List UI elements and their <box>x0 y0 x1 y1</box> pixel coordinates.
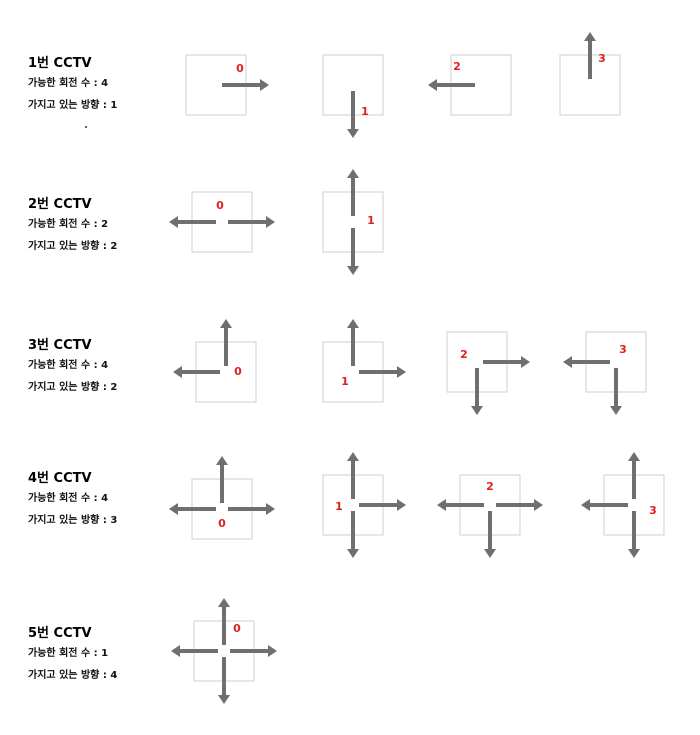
direction-value: 1 <box>110 100 118 111</box>
arrow-up-head <box>347 169 359 178</box>
cctv-2-variant-1: 1 <box>322 169 384 275</box>
cctv-1-direction-count: 가지고 있는 방향 : 1 <box>28 96 117 111</box>
arrow-down-head <box>347 266 359 275</box>
direction-value: 2 <box>110 241 118 252</box>
arrow-down-head <box>218 695 230 704</box>
rotation-index-label: 0 <box>216 199 224 212</box>
cctv-1-variant-3: 3 <box>559 32 621 116</box>
direction-label: 가지고 있는 방향 : <box>28 670 111 681</box>
arrow-up-head <box>216 456 228 465</box>
arrow-left-head <box>581 499 590 511</box>
cctv-3-rotation-count: 가능한 회전 수 : 4 <box>28 356 108 371</box>
rotation-index-label: 1 <box>335 500 343 513</box>
rotation-index-label: 3 <box>619 343 627 356</box>
rotation-label: 가능한 회전 수 : <box>28 493 102 504</box>
rotation-index-label: 2 <box>460 348 468 361</box>
cctv-3-title: 3번 CCTV <box>28 338 92 353</box>
arrow-down-head <box>628 549 640 558</box>
arrow-right-head <box>397 366 406 378</box>
rotation-index-label: 0 <box>218 517 226 530</box>
arrow-down-head <box>471 406 483 415</box>
cctv-2-direction-count: 가지고 있는 방향 : 2 <box>28 237 117 252</box>
direction-label: 가지고 있는 방향 : <box>28 241 111 252</box>
cctv-1-variant-1: 1 <box>322 54 384 138</box>
rotation-label: 가능한 회전 수 : <box>28 78 102 89</box>
rotation-value: 1 <box>101 648 109 659</box>
arrow-down-head <box>610 406 622 415</box>
cctv-4-direction-count: 가지고 있는 방향 : 3 <box>28 511 117 526</box>
cctv-3-direction-count: 가지고 있는 방향 : 2 <box>28 378 117 393</box>
direction-label: 가지고 있는 방향 : <box>28 515 111 526</box>
arrow-right-head <box>268 645 277 657</box>
arrow-left-head <box>563 356 572 368</box>
rotation-label: 가능한 회전 수 : <box>28 219 102 230</box>
cctv-1-title: 1번 CCTV <box>28 56 92 71</box>
cctv-2-rotation-count: 가능한 회전 수 : 2 <box>28 215 108 230</box>
cctv-5-rotation-count: 가능한 회전 수 : 1 <box>28 644 108 659</box>
cctv-4-rotation-count: 가능한 회전 수 : 4 <box>28 489 108 504</box>
arrow-right-head <box>266 216 275 228</box>
arrow-up-head <box>218 598 230 607</box>
direction-label: 가지고 있는 방향 : <box>28 382 111 393</box>
rotation-index-label: 3 <box>649 504 657 517</box>
cctv-4-variant-2: 2 <box>437 474 543 558</box>
rotation-index-label: 1 <box>361 105 369 118</box>
rotation-value: 4 <box>101 78 109 89</box>
cctv-4-title: 4번 CCTV <box>28 471 92 486</box>
cctv-3-variant-2: 2 <box>446 331 530 415</box>
rotation-index-label: 1 <box>367 214 375 227</box>
cctv-3-variant-3: 3 <box>563 331 647 415</box>
arrow-left-head <box>437 499 446 511</box>
arrow-right-head <box>534 499 543 511</box>
cctv-5-direction-count: 가지고 있는 방향 : 4 <box>28 666 117 681</box>
rotation-label: 가능한 회전 수 : <box>28 648 102 659</box>
cctv-2-title: 2번 CCTV <box>28 197 92 212</box>
arrow-down-head <box>347 129 359 138</box>
cctv-1-variant-0: 0 <box>185 54 269 116</box>
cctv-4-variant-3: 3 <box>581 452 665 558</box>
cctv-4-variant-1: 1 <box>322 452 406 558</box>
direction-value: 4 <box>110 670 118 681</box>
arrow-left-head <box>169 503 178 515</box>
rotation-index-label: 0 <box>234 365 242 378</box>
arrow-left-head <box>169 216 178 228</box>
stray-dot <box>85 126 87 128</box>
direction-label: 가지고 있는 방향 : <box>28 100 111 111</box>
rotation-label: 가능한 회전 수 : <box>28 360 102 371</box>
cctv-3-variant-1: 1 <box>322 319 406 403</box>
rotation-index-label: 0 <box>233 622 241 635</box>
rotation-value: 4 <box>101 360 109 371</box>
direction-value: 3 <box>110 515 118 526</box>
direction-value: 2 <box>110 382 118 393</box>
arrow-right-head <box>260 79 269 91</box>
cctv-1-variant-2: 2 <box>428 54 512 116</box>
cctv-2-variant-0: 0 <box>169 191 275 253</box>
arrow-left-head <box>428 79 437 91</box>
arrow-down-head <box>347 549 359 558</box>
arrow-up-head <box>347 319 359 328</box>
rotation-value: 4 <box>101 493 109 504</box>
cctv-5-title: 5번 CCTV <box>28 626 92 641</box>
arrow-up-head <box>628 452 640 461</box>
rotation-index-label: 1 <box>341 375 349 388</box>
arrow-left-head <box>173 366 182 378</box>
cctv-4-variant-0: 0 <box>169 456 275 540</box>
rotation-index-label: 2 <box>486 480 494 493</box>
cctv-1-rotation-count: 가능한 회전 수 : 4 <box>28 74 108 89</box>
arrow-up-head <box>347 452 359 461</box>
arrow-up-head <box>584 32 596 41</box>
cctv-3-variant-0: 0 <box>173 319 257 403</box>
arrow-right-head <box>397 499 406 511</box>
arrow-left-head <box>171 645 180 657</box>
rotation-value: 2 <box>101 219 109 230</box>
rotation-index-label: 2 <box>453 60 461 73</box>
arrow-right-head <box>521 356 530 368</box>
arrow-up-head <box>220 319 232 328</box>
arrow-right-head <box>266 503 275 515</box>
rotation-index-label: 0 <box>236 62 244 75</box>
cctv-5-variant-0: 0 <box>171 598 277 704</box>
rotation-index-label: 3 <box>598 52 606 65</box>
arrow-down-head <box>484 549 496 558</box>
